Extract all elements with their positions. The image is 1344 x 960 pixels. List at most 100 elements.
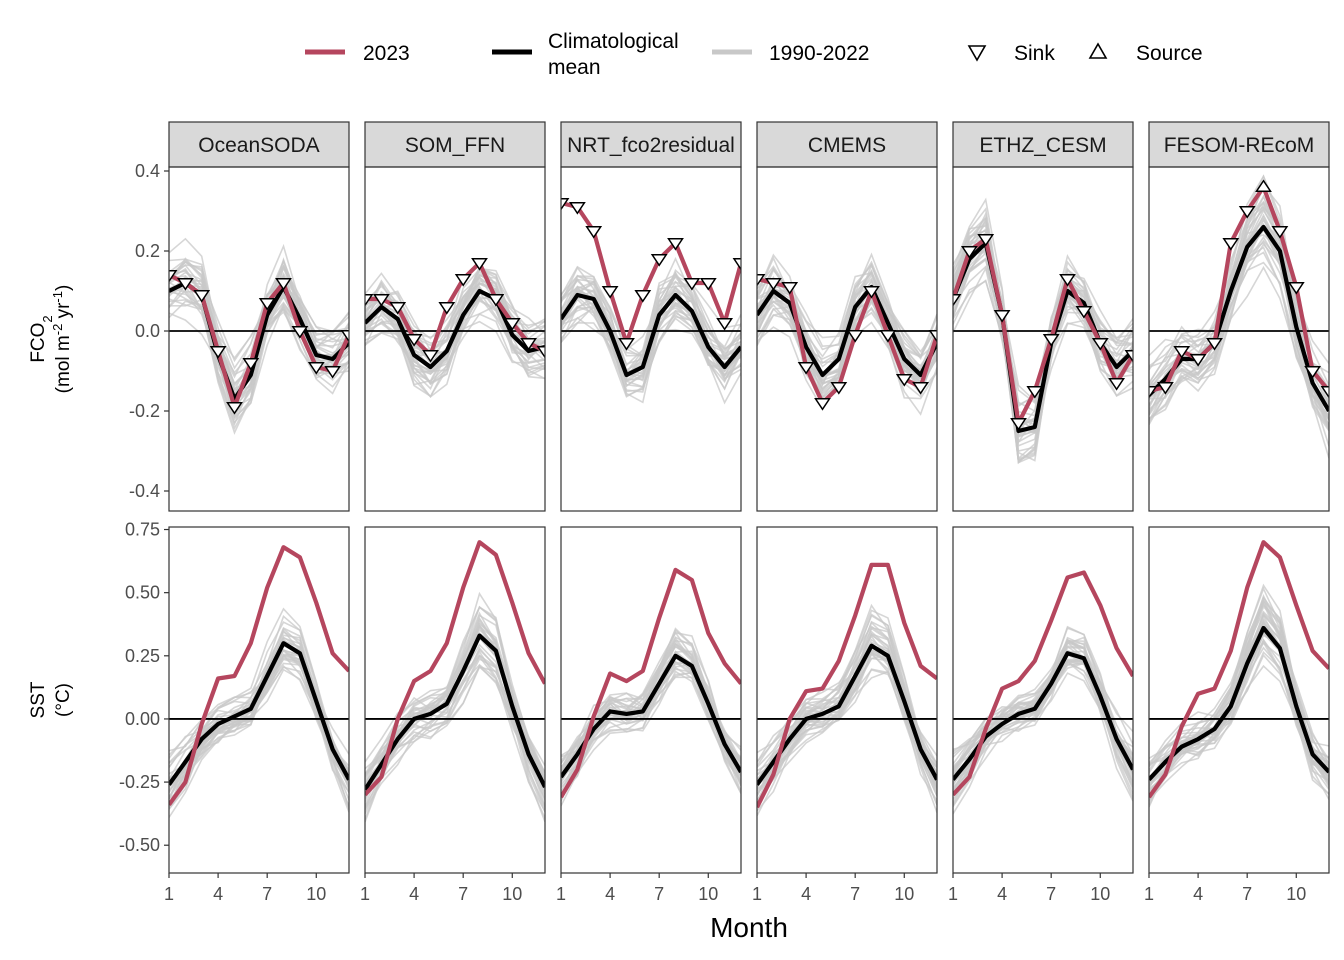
source-marker [1255,179,1272,192]
sink-marker [797,362,815,375]
sink-marker [716,318,734,331]
series-climatological-mean-line [561,653,741,779]
panel-grid: FCO2(mol m-2 yr-1)SST (°C)OceanSODA-0.4-0… [28,121,1330,904]
sink-marker [1156,382,1174,395]
y-tick-label: 0.4 [135,161,160,181]
sink-marker [1059,274,1076,287]
legend-label-2023: 2023 [363,42,410,65]
series-climatological-mean-line [169,641,349,786]
sink-marker [699,278,717,291]
x-tick-label: 4 [605,884,615,904]
series-2023-line [1149,184,1329,394]
sink-marker [242,358,260,371]
y-axis-title-fco2: FCO2(mol m-2 yr-1) [28,285,74,394]
sink-marker [830,382,848,395]
sink-marker [1124,350,1133,363]
sink-marker [764,278,782,291]
sink-marker [340,330,349,343]
plot-area [169,237,349,435]
panel-border [1148,526,1330,874]
sink-marker [1320,386,1329,399]
series-climatological-mean-line [757,643,937,786]
sink-marker [1149,386,1158,399]
plot-area [953,197,1133,465]
facet-strip-label: SOM_FFN [405,134,505,157]
sink-marker [536,346,545,359]
sink-marker [487,294,505,307]
series-2023-line [757,562,937,809]
y-tick-label: -0.25 [119,772,160,792]
sink-marker [814,398,831,411]
sink-marker [895,374,913,387]
panel-fco2-ethz-cesm [952,166,1134,512]
sink-marker [1026,386,1044,399]
facet-strip [1148,121,1330,168]
facet-strip-label: CMEMS [808,134,886,157]
series-climatological-mean-line [365,633,545,791]
plot-area [169,545,349,818]
series-climatological-mean-line [757,284,937,378]
x-tick-label: 7 [458,884,468,904]
series-1990-2022-line [365,654,545,801]
legend-label-climatological-mean: Climatological mean [548,30,685,79]
y-tick-label: 0.00 [125,709,160,729]
sink-marker [258,298,276,311]
plot-area [365,258,545,398]
sink-marker [618,338,635,351]
sink-marker [846,330,864,343]
series-1990-2022-line [169,258,349,370]
legend-key-sink-icon [967,45,987,62]
series-1990-2022-line [561,285,741,398]
sink-marker [405,334,423,347]
sink-marker [471,258,488,271]
plot-area [1149,174,1329,459]
sink-marker [1075,306,1093,319]
x-tick-label: 10 [306,884,326,904]
sink-marker [1287,282,1305,295]
sink-marker [291,326,309,339]
legend-label-sink: Sink [1014,42,1055,65]
sink-marker [683,278,701,291]
facet-fesom-recom: FESOM-REcoM 1 4 7 10 [1144,121,1330,904]
sink-marker [209,346,227,359]
series-1990-2022-line [561,642,741,798]
sink-marker [585,226,603,239]
panel-border [168,166,350,512]
series-1990-2022-line [561,265,741,356]
series-climatological-mean-line [1149,224,1329,413]
legend: 2023 Climatological mean 1990-2022 Sink … [305,30,1203,79]
y-tick-label: 0.25 [125,646,160,666]
panel-border [952,526,1134,874]
x-tick-label: 1 [1144,884,1154,904]
y-tick-label: 0.75 [125,520,160,540]
sink-marker [561,198,570,211]
series-2023-line [169,545,349,807]
series-1990-2022-line [953,651,1133,808]
series-1990-2022-line [561,627,741,775]
sink-marker [169,270,178,283]
x-tick-label: 1 [556,884,566,904]
sink-marker [879,330,897,343]
facet-som-ffn: SOM_FFN 1 4 7 10 [360,121,546,904]
series-1990-2022-line [365,272,545,386]
panel-fco2-cmems [756,166,938,512]
sink-marker [1206,338,1223,351]
series-2023-line [561,567,741,799]
panel-border [756,526,938,874]
x-tick-label: 4 [213,884,223,904]
y-tick-label: 0.50 [125,583,160,603]
sink-marker [1108,378,1126,391]
sink-marker [520,338,538,351]
sink-marker [601,286,619,299]
x-tick-label: 10 [1286,884,1306,904]
facet-cmems: CMEMS 1 4 7 10 [752,121,938,904]
y-tick-label: 0.0 [135,321,160,341]
series-2023-line [365,540,545,797]
facet-strip [560,121,742,168]
sink-marker [372,294,390,307]
plot-area [757,562,937,817]
series-1990-2022-line [365,311,545,398]
panel-border [952,166,1134,512]
panel-fco2-fesom-recom [1148,166,1330,512]
series-climatological-mean-line [1149,625,1329,782]
